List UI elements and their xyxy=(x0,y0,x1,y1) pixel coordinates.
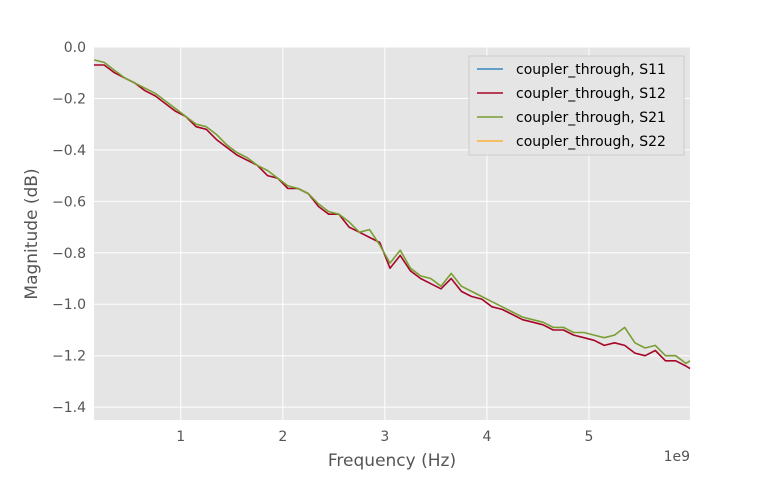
x-tick-label: 3 xyxy=(380,429,389,445)
legend-box xyxy=(468,55,685,156)
x-axis-title: Frequency (Hz) xyxy=(328,451,456,471)
series-layer xyxy=(93,59,691,370)
y-tick-label: −0.6 xyxy=(52,194,86,210)
legend-label-s11: coupler_through, S11 xyxy=(516,62,666,78)
legend-label-s22: coupler_through, S22 xyxy=(516,134,666,150)
x-tick-label: 1 xyxy=(176,429,185,445)
y-axis-title: Magnitude (dB) xyxy=(22,168,42,299)
x-tick-label: 2 xyxy=(278,429,287,445)
x-tick-labels: 1 2 3 4 5 xyxy=(176,429,593,445)
legend-label-s12: coupler_through, S12 xyxy=(516,86,666,102)
x-axis-offset-label: 1e9 xyxy=(664,449,690,465)
legend: coupler_through, S11 coupler_through, S12… xyxy=(468,55,685,156)
legend-label-s21: coupler_through, S21 xyxy=(516,110,666,126)
series-line-s12 xyxy=(94,64,691,370)
x-tick-label: 5 xyxy=(585,429,594,445)
y-tick-label: −1.0 xyxy=(52,297,86,313)
y-tick-label: −1.4 xyxy=(52,400,86,416)
y-tick-label: −0.2 xyxy=(52,91,86,107)
y-tick-label: 0.0 xyxy=(64,40,86,56)
series-line-s21 xyxy=(93,59,691,365)
y-tick-label: −1.2 xyxy=(52,349,86,365)
grid-lines xyxy=(94,46,690,420)
x-tick-label: 4 xyxy=(482,429,491,445)
y-tick-label: −0.8 xyxy=(52,246,86,262)
y-tick-label: −0.4 xyxy=(52,143,86,159)
y-tick-labels: 0.0 −0.2 −0.4 −0.6 −0.8 −1.0 −1.2 −1.4 xyxy=(52,40,86,416)
